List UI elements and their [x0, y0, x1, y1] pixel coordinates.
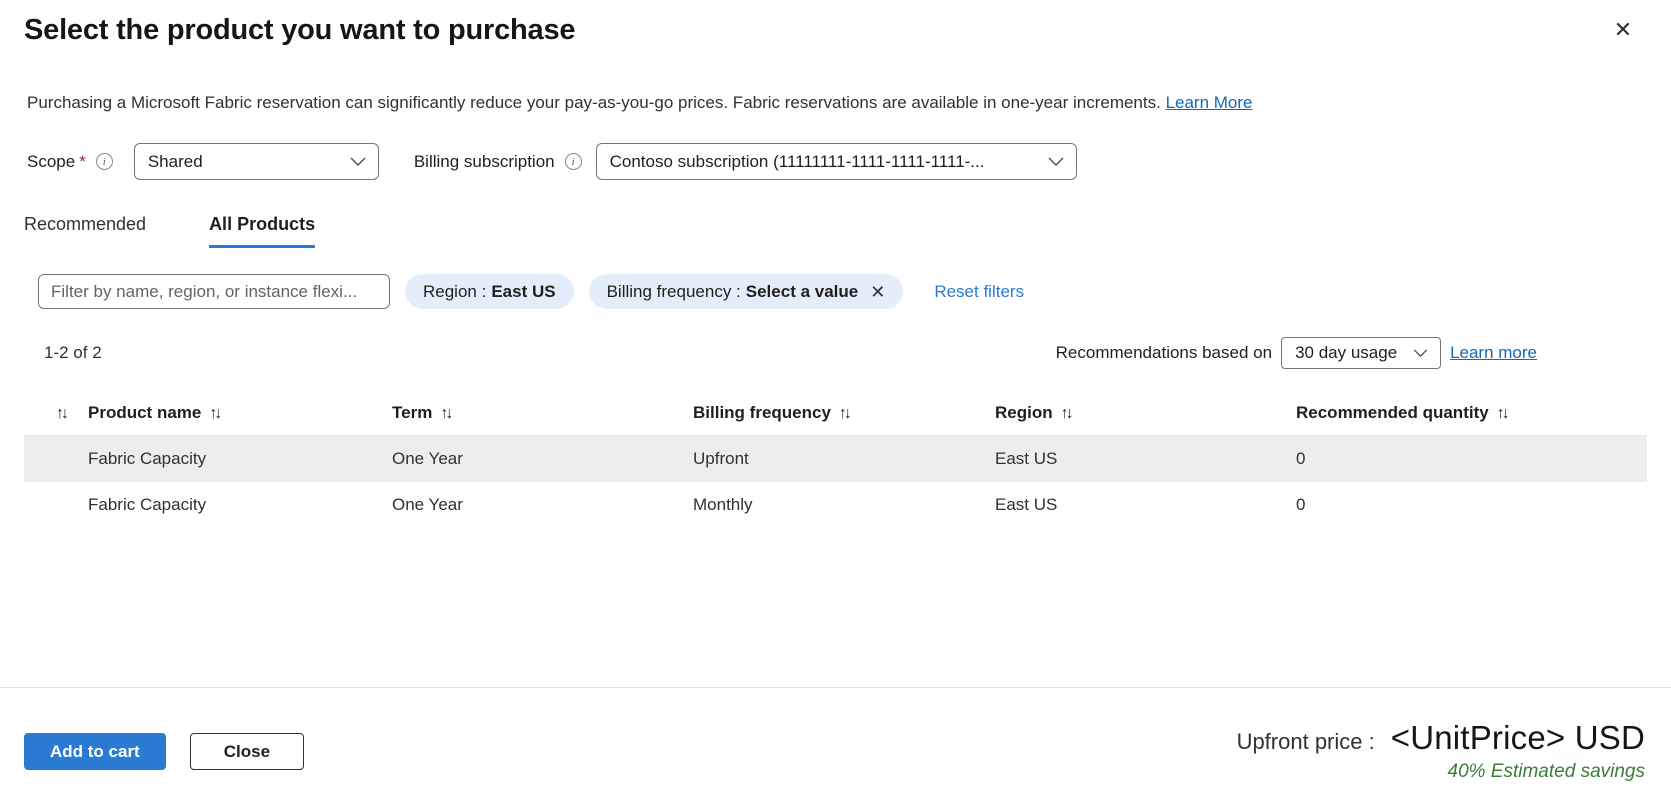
- product-tabs: Recommended All Products: [24, 214, 1647, 248]
- cell-region: East US: [995, 494, 1058, 514]
- billing-subscription-dropdown[interactable]: Contoso subscription (11111111-1111-1111…: [595, 143, 1077, 180]
- cell-billing-frequency: Upfront: [693, 435, 995, 482]
- usage-period-dropdown[interactable]: 30 day usage: [1281, 337, 1442, 369]
- cell-recommended-quantity: 0: [1296, 435, 1647, 482]
- sort-icon[interactable]: ↑↓: [1496, 405, 1510, 422]
- usage-period-value: 30 day usage: [1295, 343, 1398, 362]
- sort-icon[interactable]: ↑↓: [1060, 405, 1074, 422]
- results-meta-row: 1-2 of 2 Recommendations based on 30 day…: [44, 337, 1647, 369]
- intro-body: Purchasing a Microsoft Fabric reservatio…: [27, 93, 1166, 112]
- sort-icon[interactable]: ↑↓: [838, 405, 852, 422]
- cell-product-name: Fabric Capacity: [88, 494, 207, 514]
- page-title: Select the product you want to purchase: [24, 14, 576, 46]
- billing-subscription-dropdown-value: Contoso subscription (11111111-1111-1111…: [609, 151, 985, 171]
- price-value: <UnitPrice> USD: [1390, 719, 1645, 756]
- tab-recommended[interactable]: Recommended: [24, 214, 147, 234]
- scope-controls: Scope * i Shared Billing subscription i …: [27, 143, 1647, 180]
- chevron-down-icon: [350, 157, 366, 166]
- sort-icon[interactable]: ↑↓: [209, 405, 222, 422]
- table-row[interactable]: Fabric Capacity One Year Upfront East US…: [24, 435, 1647, 482]
- table-header-row: ↑↓ Product name ↑↓ Term ↑↓ Billing frequen…: [24, 393, 1647, 436]
- recommendations-controls: Recommendations based on 30 day usage Le…: [1056, 337, 1647, 369]
- close-icon[interactable]: ✕: [1609, 16, 1637, 44]
- price-label: Upfront price :: [1236, 729, 1375, 754]
- close-button[interactable]: Close: [189, 733, 305, 770]
- estimated-savings: 40% Estimated savings: [1447, 761, 1646, 782]
- region-filter-pill[interactable]: Region : East US: [405, 274, 574, 309]
- chevron-down-icon: [1048, 157, 1064, 166]
- sort-icon[interactable]: ↑↓: [440, 405, 453, 422]
- col-region[interactable]: Region: [995, 403, 1053, 422]
- region-pill-label: Region :: [423, 281, 487, 301]
- billing-subscription-label: Billing subscription: [413, 151, 555, 171]
- required-asterisk: *: [79, 151, 86, 171]
- filter-input[interactable]: [38, 274, 390, 309]
- scope-info-icon[interactable]: i: [95, 153, 113, 170]
- billing-subscription-info-icon[interactable]: i: [564, 153, 582, 170]
- cell-term: One Year: [392, 435, 693, 482]
- col-term[interactable]: Term: [392, 403, 433, 422]
- cell-term: One Year: [392, 494, 463, 514]
- footer-divider: [0, 687, 1671, 688]
- learn-more-link[interactable]: Learn More: [1165, 93, 1253, 112]
- intro-text: Purchasing a Microsoft Fabric reservatio…: [27, 93, 1647, 113]
- learn-more-usage-link[interactable]: Learn more: [1450, 343, 1537, 362]
- scope-label: Scope: [27, 151, 76, 171]
- region-pill-value: East US: [491, 281, 556, 301]
- footer: Add to cart Close Upfront price : <UnitP…: [24, 719, 1645, 783]
- col-recommended-quantity[interactable]: Recommended quantity: [1296, 403, 1489, 422]
- table-row[interactable]: Fabric Capacity One Year Monthly East US…: [24, 482, 1647, 528]
- cell-recommended-quantity: 0: [1296, 494, 1306, 514]
- products-table: ↑↓ Product name ↑↓ Term ↑↓ Billing frequen…: [24, 393, 1647, 528]
- billing-frequency-pill-label: Billing frequency :: [606, 281, 741, 301]
- cell-product-name: Fabric Capacity: [88, 435, 392, 482]
- chevron-down-icon: [1413, 349, 1428, 357]
- recommendations-label: Recommendations based on: [1055, 343, 1273, 362]
- add-to-cart-button[interactable]: Add to cart: [24, 733, 166, 770]
- billing-frequency-pill-value: Select a value: [745, 281, 859, 301]
- billing-frequency-filter-pill[interactable]: Billing frequency : Select a value ✕: [588, 274, 904, 309]
- results-count: 1-2 of 2: [44, 343, 102, 362]
- col-product-name[interactable]: Product name: [88, 403, 202, 422]
- footer-buttons: Add to cart Close: [24, 733, 305, 770]
- price-summary: Upfront price : <UnitPrice> USD 40% Esti…: [1237, 719, 1645, 783]
- scope-dropdown[interactable]: Shared: [133, 143, 379, 180]
- remove-filter-icon[interactable]: ✕: [870, 281, 886, 302]
- tab-all-products[interactable]: All Products: [209, 214, 316, 248]
- cell-region: East US: [995, 435, 1296, 482]
- filter-row: Region : East US Billing frequency : Sel…: [38, 274, 1647, 309]
- reset-filters-link[interactable]: Reset filters: [934, 281, 1025, 301]
- scope-dropdown-value: Shared: [147, 151, 203, 171]
- sort-all-icon[interactable]: ↑↓: [56, 405, 69, 422]
- cell-billing-frequency: Monthly: [693, 494, 753, 514]
- col-billing-frequency[interactable]: Billing frequency: [693, 403, 831, 422]
